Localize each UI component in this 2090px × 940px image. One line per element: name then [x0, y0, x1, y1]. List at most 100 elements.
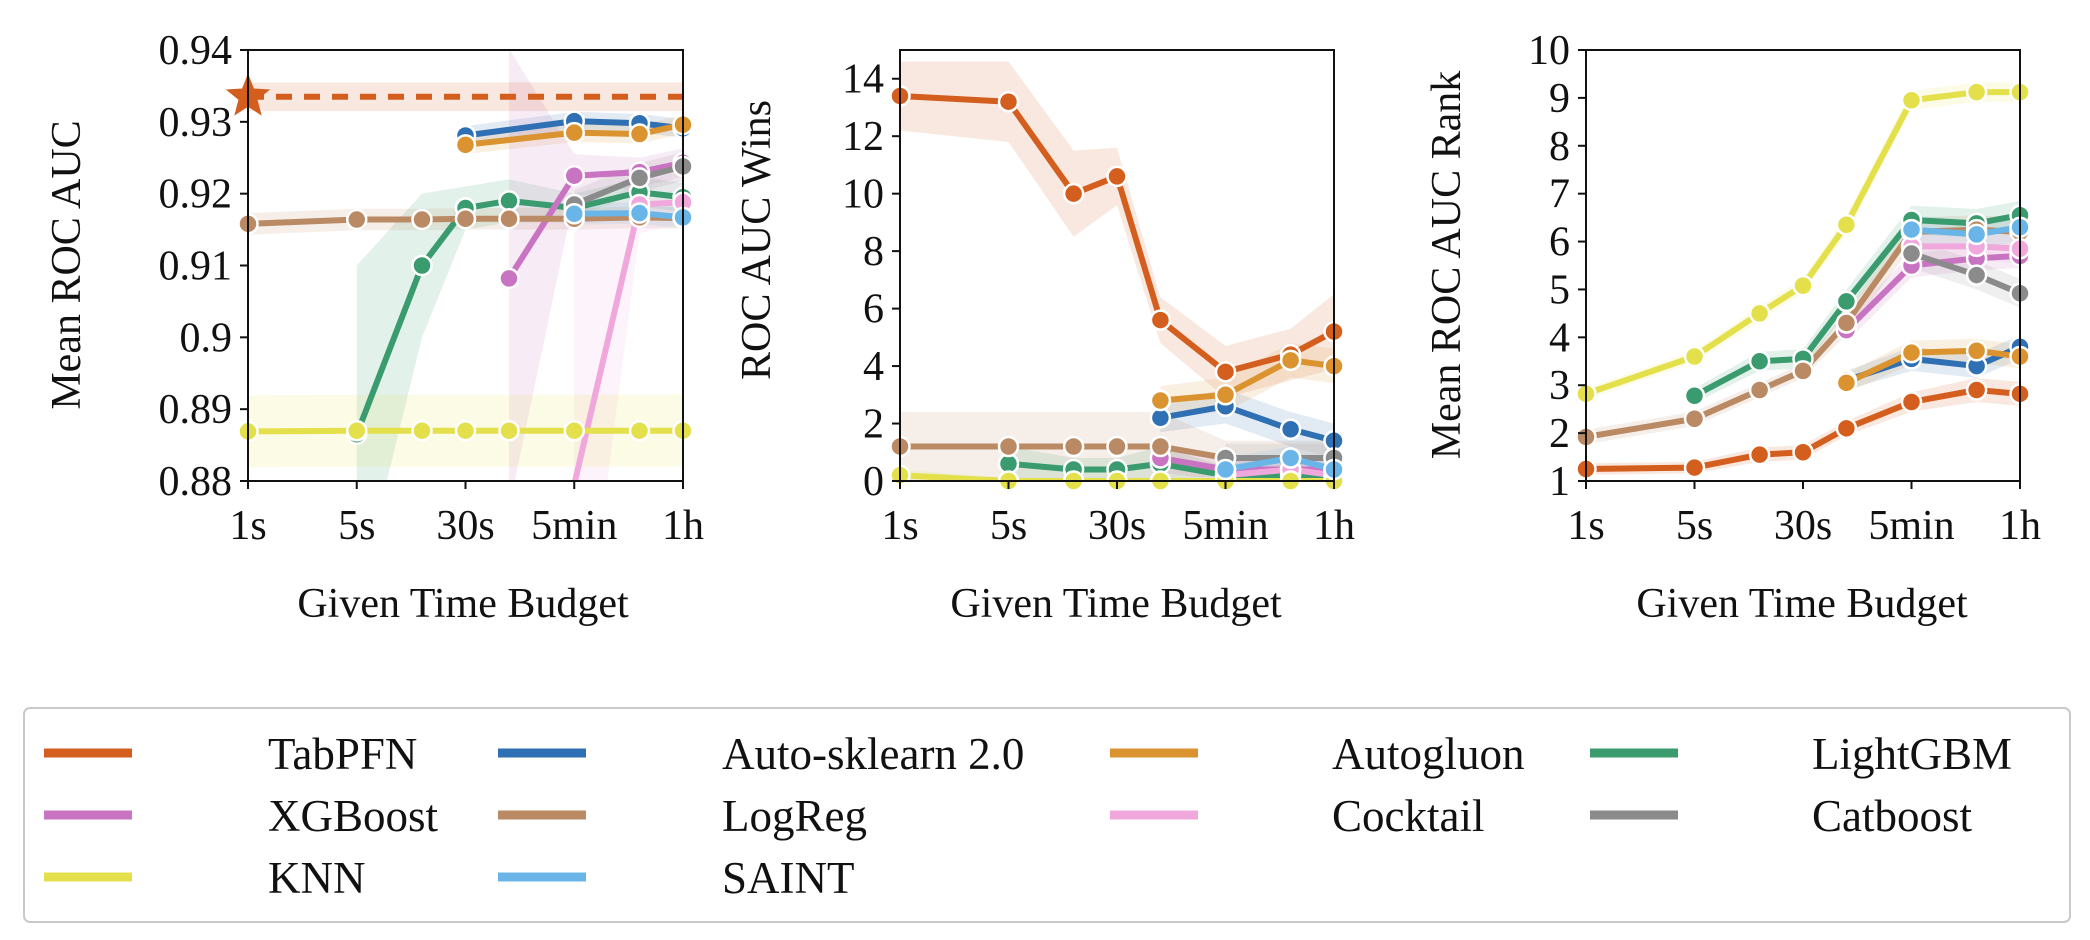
point-saint [1214, 458, 1237, 481]
y-tick-label: 7 [1549, 172, 1570, 218]
point-lightgbm [498, 190, 520, 212]
point-knn [454, 419, 477, 442]
point-logreg [454, 208, 477, 230]
point-autogluon [1965, 339, 1988, 362]
reference-band [248, 82, 683, 112]
point-saint [1965, 223, 1988, 246]
y-tick-label: 10 [842, 172, 884, 218]
line-knn [1586, 89, 2020, 397]
point-logreg [1748, 379, 1771, 401]
y-tick-label: 9 [1549, 76, 1570, 122]
legend-label: LightGBM [1812, 729, 2012, 779]
x-tick-label: 1s [881, 503, 918, 549]
point-knn [1748, 302, 1771, 325]
y-tick-label: 3 [1549, 363, 1570, 409]
point-lightgbm [1683, 385, 1706, 407]
point-autogluon [628, 123, 651, 145]
y-tick-label: 0.94 [159, 28, 233, 74]
x-tick-label: 1h [662, 503, 704, 549]
x-tick-label: 1s [1567, 503, 1604, 549]
band-cocktail [574, 175, 683, 481]
markers [889, 85, 1345, 492]
point-knn [411, 419, 433, 442]
x-tick-label: 1h [1999, 503, 2041, 549]
y-tick-label: 8 [863, 229, 884, 275]
panel-2: 1s 5s 30s 5min 1h 0 2 4 6 8 10 12 14 [842, 49, 1355, 549]
point-autogluon [563, 121, 585, 144]
y-tick-label: 0.93 [159, 100, 233, 146]
point-catboost [1965, 264, 1988, 286]
point-catboost [1900, 242, 1923, 265]
y-tick-label: 4 [1549, 315, 1570, 361]
x-tick-label: 5s [1676, 503, 1713, 549]
y-tick-label: 12 [842, 114, 884, 160]
point-autogluon [1149, 389, 1172, 412]
x-tick-label: 5min [1868, 503, 1954, 549]
point-knn [563, 419, 585, 442]
markers [1575, 81, 2031, 480]
y-tick-label: 0.91 [159, 244, 233, 290]
y-tick-label: 0.92 [159, 172, 233, 218]
y-tick-label: 8 [1549, 124, 1570, 170]
point-tabpfn [1748, 443, 1771, 466]
x-tick-label: 5s [338, 503, 375, 549]
point-knn [628, 419, 651, 442]
point-tabpfn [1214, 361, 1237, 383]
x-tick-label: 1s [229, 503, 266, 549]
point-knn [498, 419, 520, 442]
chart-layer: 1s 5s 30s 5min 1h 0.88 0.89 0.9 0.91 0.92 0.93 0.94… [159, 28, 2042, 549]
panel3-ylabel: Mean ROC AUC Rank [1424, 71, 1470, 460]
markers [237, 110, 694, 446]
line-autogluon [462, 121, 683, 148]
point-saint [563, 203, 585, 225]
y-tick-label: 6 [1549, 220, 1570, 266]
band-lightgbm [356, 177, 683, 481]
point-logreg [1835, 312, 1858, 334]
legend-label: SAINT [722, 853, 855, 903]
panel1-ylabel: Mean ROC AUC [44, 120, 90, 409]
x-tick-label: 5min [1182, 503, 1268, 549]
point-tabpfn [1106, 165, 1128, 188]
y-tick-label: 0.89 [159, 387, 233, 433]
plot-area [900, 61, 1334, 481]
legend-label: LogReg [722, 791, 867, 841]
band-tabpfn [900, 61, 1334, 398]
point-logreg [411, 208, 433, 231]
point-tabpfn [1900, 391, 1923, 413]
x-tick-label: 30s [1774, 503, 1832, 549]
point-knn [1792, 274, 1814, 297]
line-xgboost [506, 159, 683, 282]
point-lightgbm [411, 254, 433, 277]
x-tick-label: 5min [531, 503, 617, 549]
point-autogluon [1279, 349, 1302, 372]
legend-label: TabPFN [268, 729, 417, 779]
legend-label: Catboost [1812, 791, 1973, 841]
point-tabpfn [1965, 379, 1988, 401]
line-tabpfn [900, 92, 1334, 375]
y-tick-label: 2 [863, 402, 884, 448]
plot-area [248, 50, 683, 481]
y-tick-label: 4 [863, 344, 884, 390]
y-tick-label: 10 [1528, 28, 1570, 74]
point-knn [1965, 81, 1988, 103]
point-logreg [1683, 407, 1706, 430]
point-logreg [1062, 435, 1085, 458]
legend: TabPFN Auto-sklearn 2.0 Autogluon LightGBM X… [44, 729, 2012, 903]
point-tabpfn [1149, 309, 1172, 331]
line-autogluon [1843, 347, 2020, 386]
y-tick-label: 6 [863, 287, 884, 333]
point-tabpfn [1062, 182, 1085, 205]
point-logreg [1792, 360, 1814, 382]
point-saint [1900, 218, 1923, 241]
legend-label: XGBoost [268, 791, 439, 841]
point-logreg [1149, 435, 1172, 458]
x-tick-label: 30s [436, 503, 494, 549]
point-logreg [498, 208, 520, 230]
legend-label: KNN [268, 853, 366, 903]
point-tabpfn [1835, 417, 1858, 440]
y-tick-label: 5 [1549, 267, 1570, 313]
x-tick-label: 30s [1088, 503, 1146, 549]
point-logreg [1106, 435, 1128, 458]
